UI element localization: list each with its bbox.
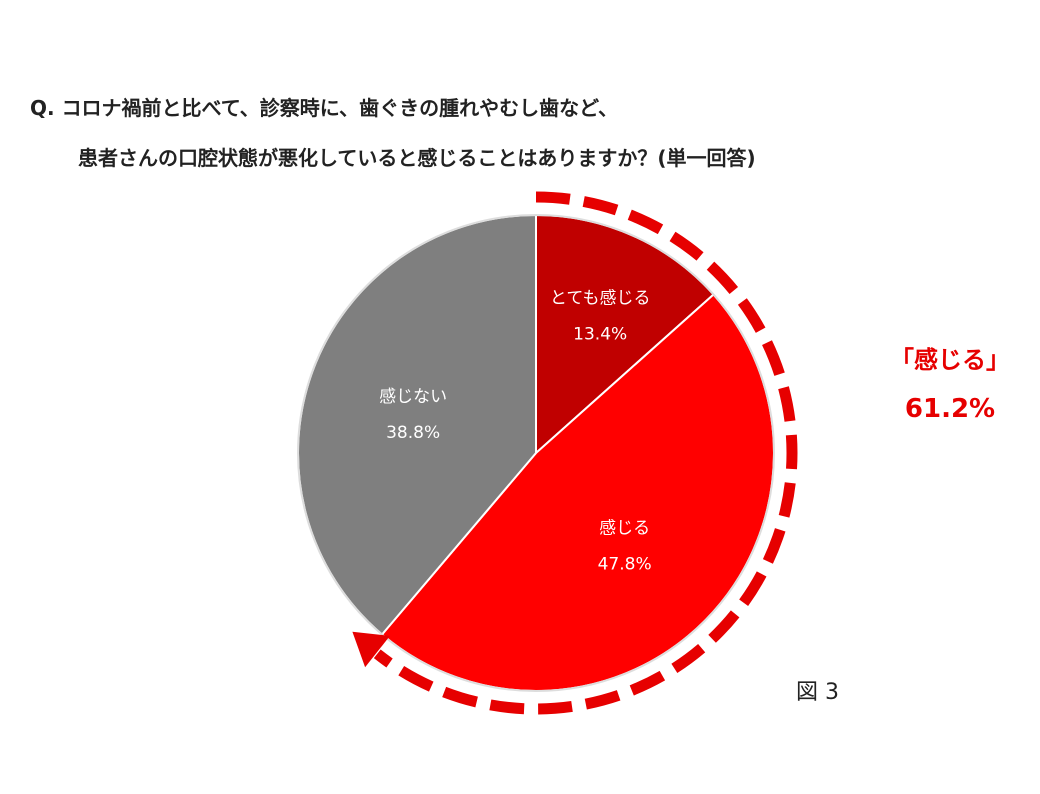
pie-labels: とても感じる 13.4% 感じる 47.8% 感じない 38.8% [379,289,651,575]
figure-label: 図 3 [796,680,839,705]
dashed-arc [373,191,798,715]
callout-label: 「感じる」 [890,346,1010,374]
pie-slices [297,213,775,692]
slice-category-label: とても感じる [550,289,651,309]
slice-value-label: 13.4% [573,325,627,345]
callout-value: 61.2% [904,394,996,424]
question-title-line2: 患者さんの口腔状態が悪化していると感じることはありますか？(単一回答) [78,146,756,170]
slice-category-label: 感じない [379,387,447,407]
slice-value-label: 47.8% [598,554,652,574]
slice-value-label: 38.8% [386,423,440,443]
arrowhead-icon [352,631,390,668]
slice-category-label: 感じる [599,518,650,538]
question-title-line1: Q. コロナ禍前と比べて、診察時に、歯ぐきの腫れやむし歯など、 [30,96,619,120]
pie-outline [297,214,775,692]
dashed-arrow-annotation [352,191,798,715]
